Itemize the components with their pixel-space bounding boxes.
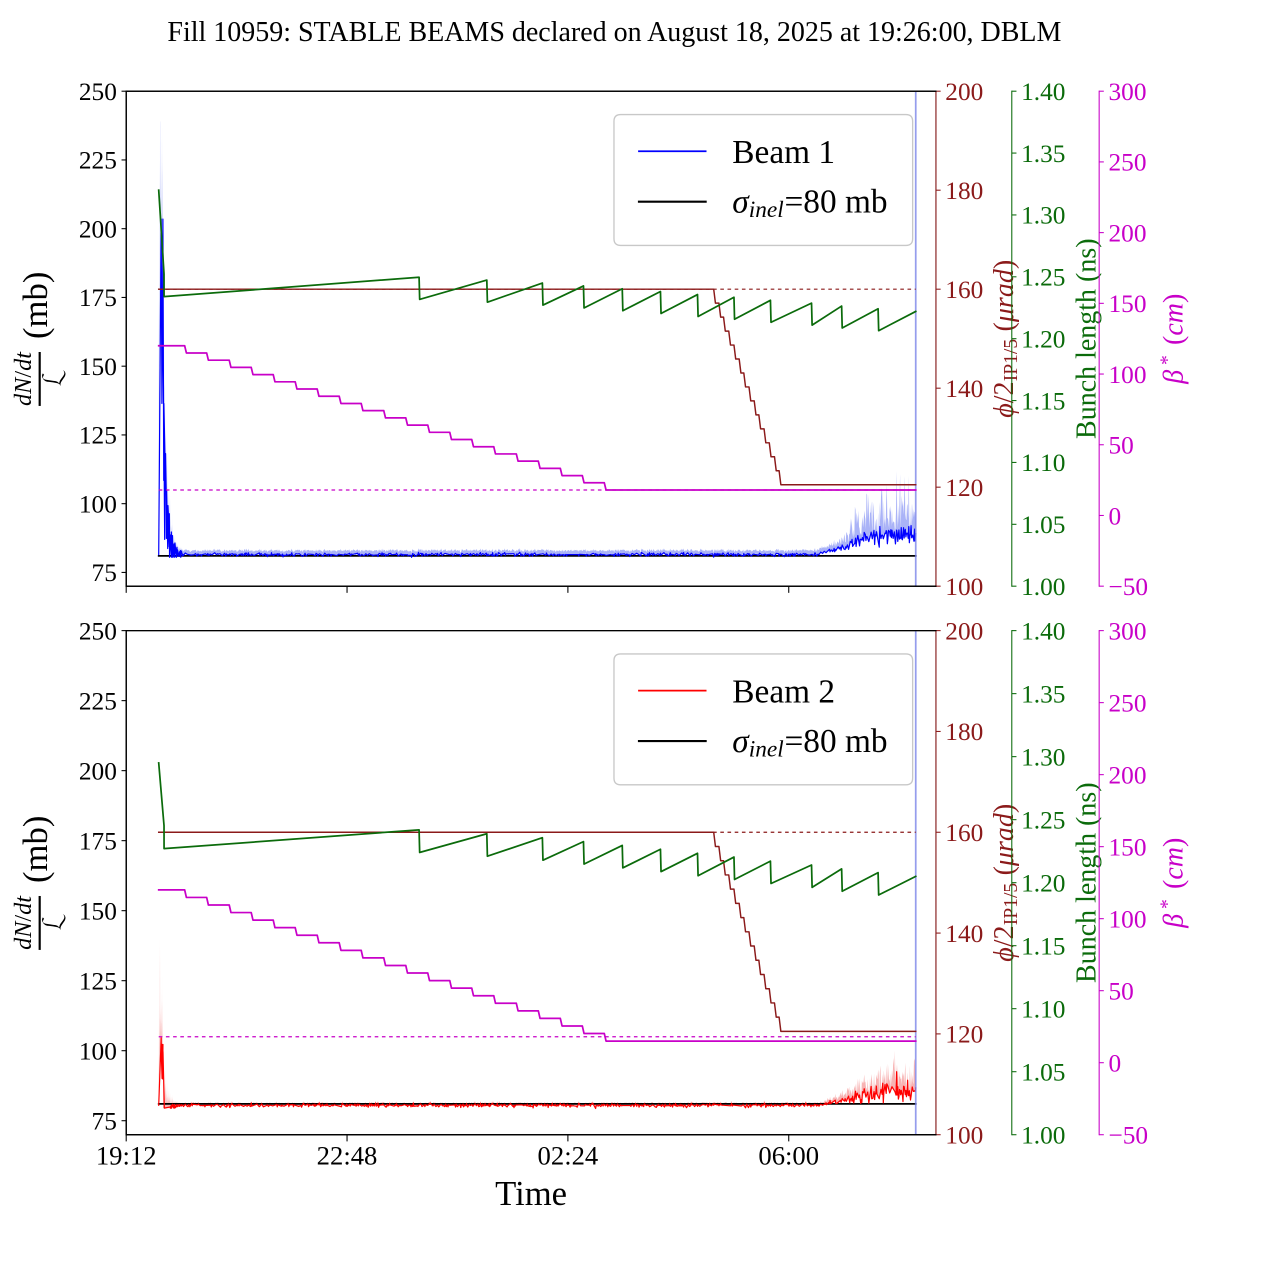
svg-text:100: 100 bbox=[79, 1037, 117, 1065]
svg-text:140: 140 bbox=[945, 375, 983, 403]
svg-text:200: 200 bbox=[1108, 219, 1146, 247]
svg-text:250: 250 bbox=[1108, 689, 1146, 717]
svg-text:120: 120 bbox=[945, 474, 983, 502]
svg-text:150: 150 bbox=[79, 897, 117, 925]
svg-text:1.00: 1.00 bbox=[1021, 573, 1065, 601]
svg-text:0: 0 bbox=[1108, 502, 1121, 530]
svg-text:180: 180 bbox=[945, 718, 983, 746]
svg-text:−50: −50 bbox=[1108, 1122, 1148, 1150]
svg-text:1.30: 1.30 bbox=[1021, 202, 1065, 230]
svg-text:150: 150 bbox=[79, 353, 117, 381]
svg-text:160: 160 bbox=[945, 276, 983, 304]
svg-text:Beam 2: Beam 2 bbox=[732, 673, 835, 710]
svg-text:1.15: 1.15 bbox=[1021, 387, 1065, 415]
svg-text:250: 250 bbox=[79, 78, 117, 106]
svg-text:1.15: 1.15 bbox=[1021, 932, 1065, 960]
svg-text:100: 100 bbox=[945, 1122, 983, 1150]
svg-text:225: 225 bbox=[79, 147, 117, 175]
svg-text:175: 175 bbox=[79, 284, 117, 312]
svg-text:300: 300 bbox=[1108, 617, 1146, 645]
svg-text:50: 50 bbox=[1108, 432, 1133, 460]
svg-text:225: 225 bbox=[79, 687, 117, 715]
svg-text:100: 100 bbox=[945, 573, 983, 601]
svg-text:β c m *: β c m * ( ) bbox=[1154, 294, 1189, 385]
svg-text:β c m *: β c m * ( ) bbox=[1154, 838, 1189, 929]
svg-text:Bunch length (ns): Bunch length (ns) bbox=[1072, 782, 1103, 983]
svg-text:22:48: 22:48 bbox=[317, 1141, 378, 1171]
svg-text:1.30: 1.30 bbox=[1021, 743, 1065, 771]
svg-text:200: 200 bbox=[945, 78, 983, 106]
svg-text:−50: −50 bbox=[1108, 573, 1148, 601]
svg-text:200: 200 bbox=[79, 757, 117, 785]
svg-text:125: 125 bbox=[79, 422, 117, 450]
svg-text:1.20: 1.20 bbox=[1021, 325, 1065, 353]
svg-text:1.35: 1.35 bbox=[1021, 680, 1065, 708]
svg-text:250: 250 bbox=[1108, 149, 1146, 177]
svg-text:1.25: 1.25 bbox=[1021, 806, 1065, 834]
svg-text:250: 250 bbox=[79, 617, 117, 645]
svg-text:50: 50 bbox=[1108, 977, 1133, 1005]
svg-text:75: 75 bbox=[92, 559, 117, 587]
svg-text:19:12: 19:12 bbox=[96, 1141, 157, 1171]
svg-text:100: 100 bbox=[1108, 361, 1146, 389]
svg-text:Beam 1: Beam 1 bbox=[732, 134, 835, 171]
svg-text:125: 125 bbox=[79, 967, 117, 995]
svg-text:200: 200 bbox=[79, 215, 117, 243]
svg-text:1.10: 1.10 bbox=[1021, 449, 1065, 477]
svg-text:1.05: 1.05 bbox=[1021, 1058, 1065, 1086]
svg-text:Fill 10959: STABLE BEAMS decla: Fill 10959: STABLE BEAMS declared on Aug… bbox=[167, 17, 1061, 48]
svg-text:150: 150 bbox=[1108, 290, 1146, 318]
svg-text:150: 150 bbox=[1108, 833, 1146, 861]
svg-text:140: 140 bbox=[945, 920, 983, 948]
svg-text:300: 300 bbox=[1108, 78, 1146, 106]
svg-text:06:00: 06:00 bbox=[758, 1141, 819, 1171]
svg-text:Bunch length (ns): Bunch length (ns) bbox=[1072, 238, 1103, 439]
svg-text:0: 0 bbox=[1108, 1049, 1121, 1077]
svg-text:175: 175 bbox=[79, 827, 117, 855]
svg-text:100: 100 bbox=[79, 490, 117, 518]
svg-text:100: 100 bbox=[1108, 905, 1146, 933]
svg-text:1.10: 1.10 bbox=[1021, 995, 1065, 1023]
svg-text:75: 75 bbox=[92, 1108, 117, 1136]
svg-text:1.20: 1.20 bbox=[1021, 869, 1065, 897]
svg-text:1.35: 1.35 bbox=[1021, 140, 1065, 168]
svg-text:120: 120 bbox=[945, 1021, 983, 1049]
svg-text:Time: Time bbox=[495, 1175, 567, 1213]
svg-text:200: 200 bbox=[1108, 761, 1146, 789]
svg-text:180: 180 bbox=[945, 177, 983, 205]
svg-text:200: 200 bbox=[945, 617, 983, 645]
svg-text:1.25: 1.25 bbox=[1021, 264, 1065, 292]
svg-text:1.05: 1.05 bbox=[1021, 511, 1065, 539]
svg-text:1.40: 1.40 bbox=[1021, 78, 1065, 106]
svg-text:160: 160 bbox=[945, 819, 983, 847]
svg-text:1.40: 1.40 bbox=[1021, 617, 1065, 645]
svg-text:1.00: 1.00 bbox=[1021, 1122, 1065, 1150]
svg-text:02:24: 02:24 bbox=[538, 1141, 599, 1171]
